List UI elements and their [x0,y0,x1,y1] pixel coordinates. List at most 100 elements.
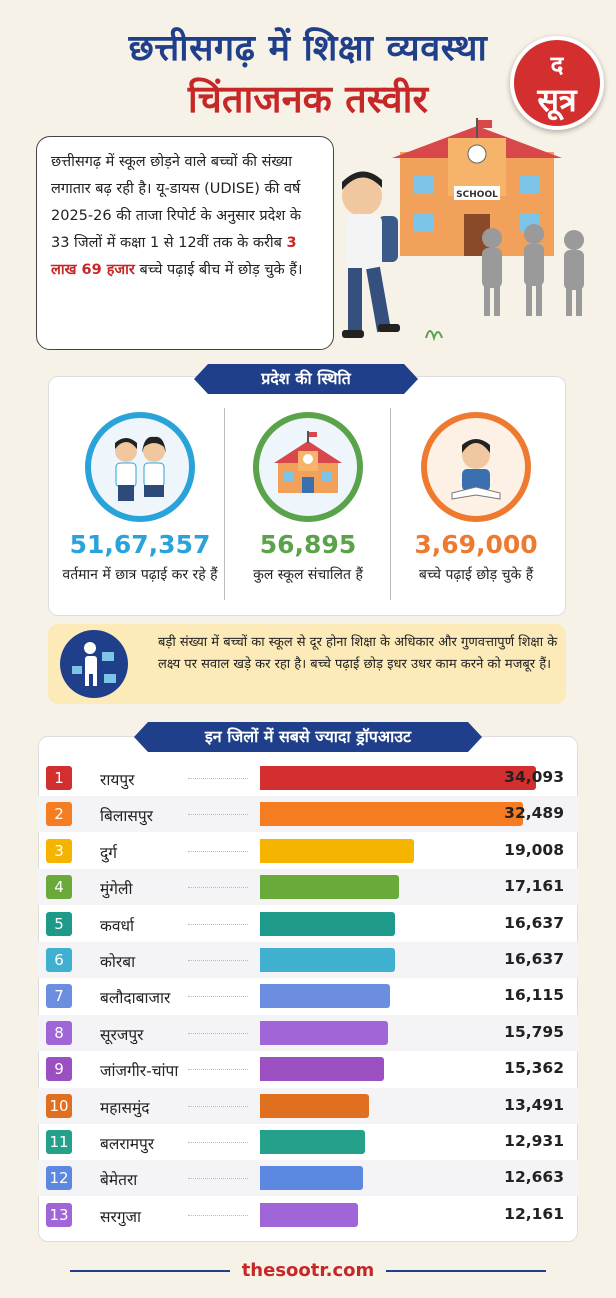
rank-badge: 1 [46,766,72,790]
stat-label: कुल स्कूल संचालित हैं [253,567,363,583]
intro-highlight: 3 लाख 69 हजार [51,235,297,278]
district-row: 10 महासमुंद 13,491 [38,1087,578,1124]
dropout-bar [260,1093,370,1118]
rank-badge: 12 [46,1166,72,1191]
dropout-bar [260,911,395,936]
leader-line [188,850,248,852]
dropout-bar [260,1020,388,1045]
dropout-value: 32,489 [504,804,564,823]
thesootr-logo: द सूत्र [510,36,604,130]
rank-badge: 7 [46,984,72,1009]
stat-students: 51,67,357 वर्तमान में छात्र पढ़ाई कर रहे… [54,412,226,586]
district-name: कवर्धा [100,916,135,935]
dropout-bar [260,1202,359,1227]
intro-text: छत्तीसगढ़ में स्कूल छोड़ने वाले बच्चों क… [51,154,303,278]
district-row: 6 कोरबा 16,637 [38,942,578,978]
rank-badge: 2 [46,802,72,827]
district-name: महासमुंद [100,1098,150,1117]
district-name: बलरामपुर [100,1135,155,1153]
rank-badge: 9 [46,1057,72,1082]
dropout-value: 12,663 [504,1168,564,1187]
footer-url[interactable]: thesootr.com [241,1260,375,1281]
chart-title: इन जिलों में सबसे ज्यादा ड्रॉपआउट [134,722,482,752]
district-row: 7 बलौदाबाजार 16,115 [38,978,578,1014]
rank-badge: 5 [46,911,72,936]
worried-child-icon [421,412,531,522]
stat-divider [224,408,225,600]
leader-line [188,1105,248,1107]
footer-line [386,1270,546,1272]
district-name: दुर्ग [100,843,117,862]
dropout-illustration: SCHOOL [330,118,610,354]
dropout-value: 19,008 [504,840,564,859]
district-row: 3 दुर्ग 19,008 [38,833,578,869]
title-line-2: चिंताजनक तस्वीर [187,77,429,121]
district-row: 12 बेमेतरा 12,663 [38,1160,578,1197]
dropout-bar [260,1130,365,1154]
rank-badge: 8 [46,1020,72,1045]
dropout-bar [260,984,391,1009]
dropout-value: 17,161 [504,877,564,896]
dropout-bar [260,1057,385,1082]
intro-box: छत्तीसगढ़ में स्कूल छोड़ने वाले बच्चों क… [36,136,334,350]
rank-badge: 13 [46,1202,72,1227]
stat-label: बच्चे पढ़ाई छोड़ चुके हैं [418,567,534,583]
leader-line [188,996,248,998]
grey-children-silhouettes [482,224,584,316]
district-name: रायपुर [100,771,135,789]
footer: thesootr.com [0,1258,616,1284]
dropout-value: 15,795 [504,1022,564,1041]
leader-line [188,1032,248,1034]
leader-line [188,1214,248,1216]
dropout-value: 16,637 [504,913,564,932]
dropout-bar [260,875,399,900]
district-row: 13 सरगुजा 12,161 [38,1197,578,1233]
rank-badge: 4 [46,875,72,900]
title-line-1: छत्तीसगढ़ में शिक्षा व्यवस्था [128,28,488,69]
dropout-value: 12,931 [504,1132,564,1150]
dropout-value: 12,161 [504,1204,564,1223]
dropout-bar [260,766,536,790]
leader-line [188,887,248,889]
alert-text: बड़ी संख्या में बच्चों का स्कूल से दूर ह… [158,635,558,672]
district-row: 5 कवर्धा 16,637 [38,906,578,942]
district-name: मुंगेली [100,880,133,899]
district-row: 4 मुंगेली 17,161 [38,869,578,906]
district-row: 8 सूरजपुर 15,795 [38,1014,578,1051]
dropout-bar [260,838,414,863]
dropout-value: 16,637 [504,950,564,968]
status-heading: प्रदेश की स्थिति [194,364,418,394]
leader-line [188,778,248,779]
district-row: 9 जांजगीर-चांपा 15,362 [38,1051,578,1087]
rank-badge: 3 [46,838,72,863]
dropout-bar [260,802,523,827]
dropout-value: 16,115 [504,986,564,1005]
dropout-value: 13,491 [504,1095,564,1114]
dropout-value: 34,093 [504,768,564,786]
leader-line [188,1178,248,1180]
logo-top-text: द [550,51,564,79]
alert-box: बड़ी संख्या में बच्चों का स्कूल से दूर ह… [48,624,566,704]
district-name: बेमेतरा [100,1171,138,1190]
district-name: बिलासपुर [100,807,154,826]
stat-schools: 56,895 कुल स्कूल संचालित हैं [222,412,394,586]
dropout-value: 15,362 [504,1059,564,1078]
district-row: 2 बिलासपुर 32,489 [38,796,578,833]
footer-line [70,1270,230,1272]
district-name: जांजगीर-चांपा [100,1062,179,1081]
stat-value: 56,895 [259,530,357,559]
district-row: 1 रायपुर 34,093 [38,760,578,796]
district-name: सरगुजा [100,1207,142,1226]
district-name: बलौदाबाजार [100,989,171,1008]
leader-line [188,814,248,816]
sad-boy-icon [342,171,400,338]
stat-value: 51,67,357 [69,530,211,559]
child-with-books-icon [60,630,128,698]
district-name: कोरबा [100,953,136,971]
rank-badge: 11 [46,1130,72,1154]
school-sign: SCHOOL [456,190,498,200]
school-icon [253,412,363,522]
leader-line [188,1069,248,1071]
dropout-bar [260,948,395,972]
stat-dropouts: 3,69,000 बच्चे पढ़ाई छोड़ चुके हैं [390,412,562,586]
